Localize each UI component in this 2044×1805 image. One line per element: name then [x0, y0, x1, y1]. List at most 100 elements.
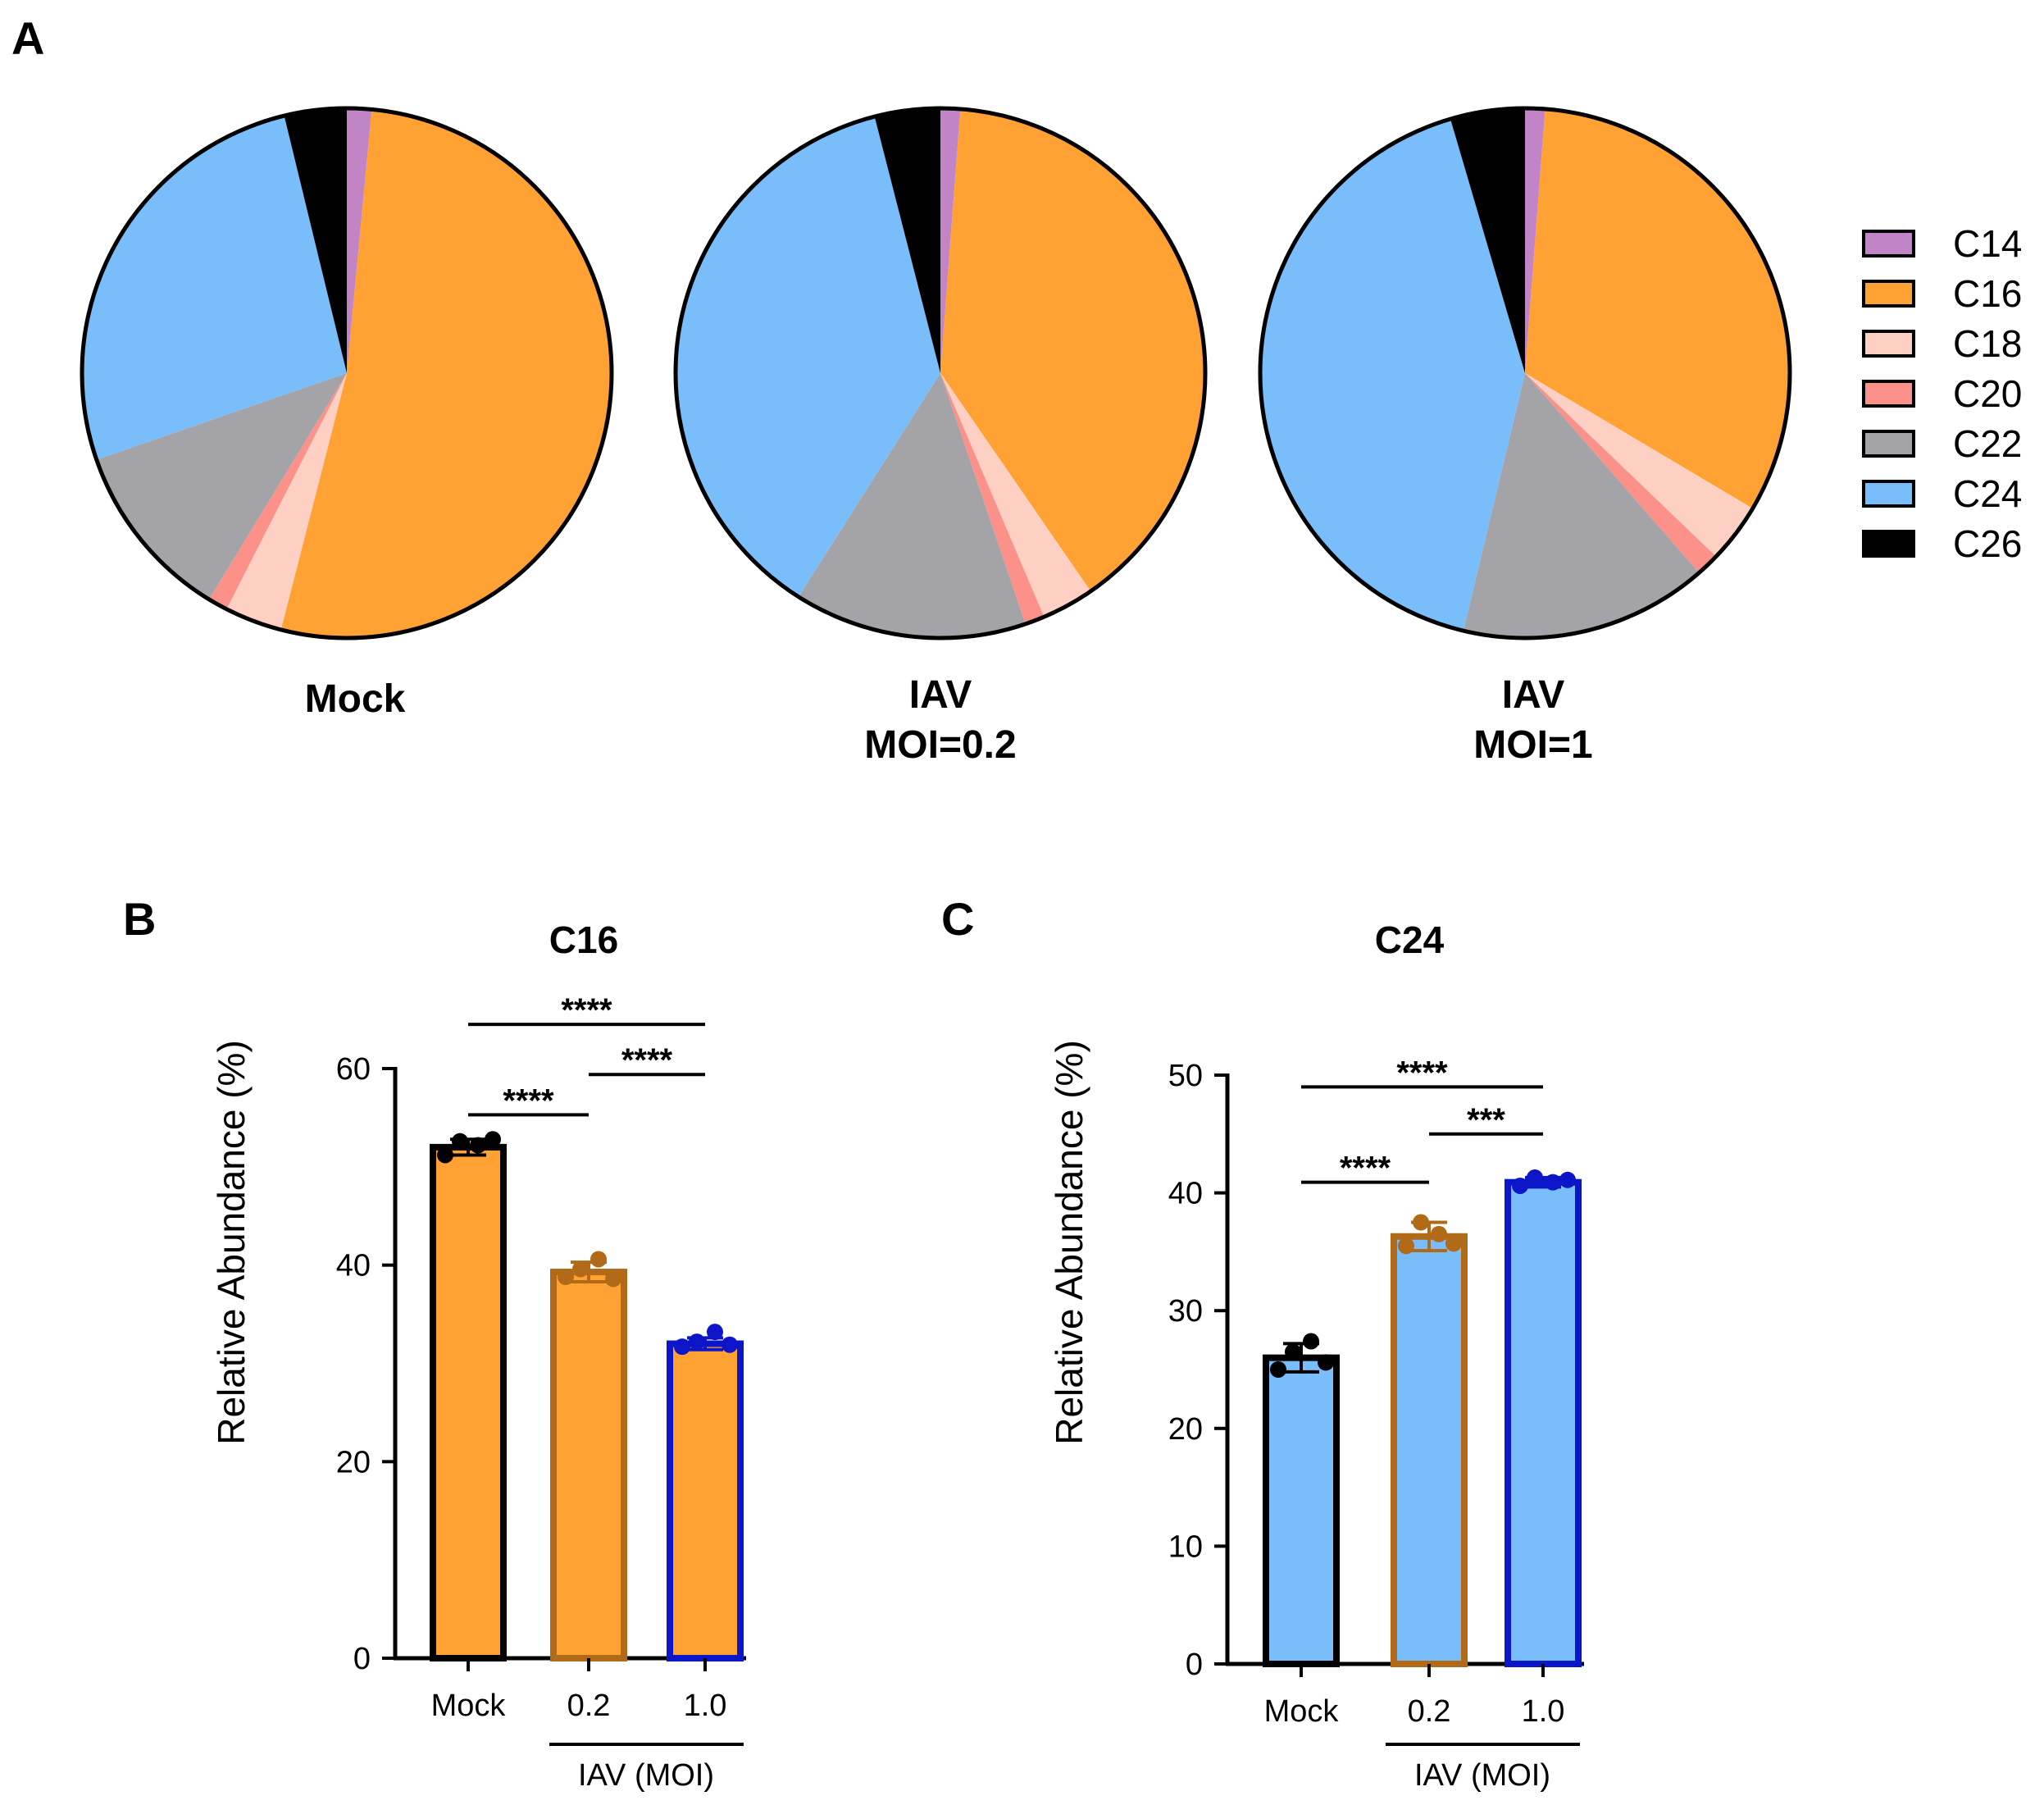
- legend-label-c26: C26: [1953, 522, 2022, 565]
- legend-swatch-c14: [1862, 230, 1915, 258]
- pie-3-slice-c14: [1525, 108, 1546, 373]
- chart-b-bar-2: [667, 1340, 744, 1661]
- legend-label-c22: C22: [1953, 422, 2022, 465]
- pie-2-label-line1: IAV: [909, 673, 972, 717]
- pie-3-slice-c16: [1525, 108, 1790, 509]
- chart-b-ytick-label-20: 20: [336, 1445, 371, 1479]
- chart-b-point-1-2: [590, 1251, 607, 1268]
- pie-3-outline: [1258, 106, 1792, 640]
- chart-c-title: C24: [1375, 918, 1445, 961]
- chart-b-point-0-2: [470, 1137, 486, 1154]
- chart-b-sig-label-2: ****: [561, 992, 612, 1028]
- legend-label-c18: C18: [1953, 322, 2022, 365]
- chart-c-ytick-label-30: 30: [1168, 1294, 1203, 1329]
- chart-b-sig-label-1: ****: [621, 1042, 673, 1078]
- chart-b-bar-1: [550, 1269, 627, 1662]
- panel-b-letter: B: [123, 893, 156, 945]
- pie-3-slice-c26: [1450, 108, 1525, 373]
- pie-1-slice-c24: [81, 116, 347, 460]
- pie-1-slice-c26: [284, 108, 347, 373]
- chart-b-ylabel: Relative Abundance (%): [210, 1040, 253, 1445]
- pie-3-label-line2: MOI=1: [1473, 723, 1592, 767]
- pie-1-slice-c14: [347, 108, 372, 373]
- chart-c-ylabel: Relative Abundance (%): [1048, 1040, 1090, 1445]
- chart-c-point-1-2: [1431, 1225, 1447, 1242]
- legend-swatch-c18: [1862, 330, 1915, 358]
- chart-c-ytick-label-20: 20: [1168, 1412, 1203, 1447]
- chart-c-xtick-label-2: 1.0: [1522, 1694, 1565, 1729]
- chart-c-point-1-3: [1445, 1235, 1462, 1252]
- pie-2-slice-c26: [874, 108, 940, 373]
- chart-b-xlabel: IAV (MOI): [578, 1758, 714, 1793]
- legend-swatch-c20: [1862, 380, 1915, 408]
- pie-1-slice-c16: [280, 109, 612, 638]
- chart-c-point-0-3: [1318, 1354, 1334, 1371]
- chart-c-xlabel: IAV (MOI): [1414, 1758, 1550, 1793]
- chart-b-bar-0: [430, 1143, 507, 1662]
- pie-2-slice-c20: [940, 373, 1045, 624]
- chart-c-point-0-2: [1303, 1333, 1319, 1350]
- panel-a-letter: A: [11, 12, 44, 64]
- pie-1-label: Mock: [305, 677, 406, 721]
- chart-b-point-0-1: [452, 1133, 468, 1150]
- chart-b-point-1-0: [558, 1269, 574, 1286]
- chart-b-point-0-3: [485, 1131, 501, 1148]
- chart-c-point-2-2: [1545, 1174, 1561, 1191]
- chart-b-title: C16: [549, 918, 618, 961]
- legend-swatch-c22: [1862, 430, 1915, 458]
- chart-c-sig-label-0: ****: [1340, 1151, 1391, 1187]
- chart-b-ytick-label-60: 60: [336, 1052, 371, 1087]
- pie-2-slice-c24: [676, 116, 940, 597]
- pie-3-slice-c22: [1463, 373, 1700, 639]
- chart-b-point-2-1: [689, 1333, 705, 1351]
- legend-label-c20: C20: [1953, 372, 2022, 415]
- pie-2-slice-c14: [940, 108, 961, 373]
- chart-c-xtick-label-0: Mock: [1264, 1694, 1340, 1729]
- legend-swatch-c26: [1862, 530, 1915, 558]
- legend-label-c24: C24: [1953, 472, 2022, 515]
- chart-b-xtick-label-1: 0.2: [567, 1689, 611, 1723]
- pie-2-slice-c16: [940, 108, 1205, 592]
- pie-1-outline: [80, 106, 614, 640]
- pie-3-label-line1: IAV: [1502, 673, 1564, 717]
- pie-1-slice-c20: [209, 373, 347, 609]
- chart-b-sig-label-0: ****: [503, 1083, 554, 1119]
- pie-legend: C14 C16 C18 C20 C22 C24 C26: [1862, 222, 2022, 565]
- pie-charts: [80, 106, 1792, 640]
- pie-1-slice-c22: [96, 373, 348, 599]
- panel-c-letter: C: [941, 893, 974, 945]
- chart-b-ytick-label-40: 40: [336, 1249, 371, 1283]
- pie-2-outline: [673, 106, 1208, 640]
- pie-2-slice-c22: [798, 373, 1026, 638]
- chart-c-bar-0: [1263, 1354, 1340, 1667]
- chart-b-point-2-2: [707, 1324, 723, 1341]
- pie-3-slice-c20: [1525, 373, 1717, 573]
- chart-c-bar-1: [1391, 1233, 1468, 1668]
- chart-c-ytick-label-40: 40: [1168, 1177, 1203, 1211]
- chart-c-point-1-1: [1413, 1214, 1429, 1231]
- chart-b-point-2-0: [674, 1338, 690, 1356]
- legend-label-c16: C16: [1953, 272, 2022, 315]
- chart-b-xtick-label-0: Mock: [431, 1689, 507, 1723]
- chart-c-point-1-0: [1398, 1238, 1414, 1255]
- chart-c-sig-label-1: ***: [1467, 1102, 1505, 1138]
- chart-c-point-0-1: [1285, 1343, 1301, 1361]
- pie-1-slice-c18: [226, 373, 347, 630]
- legend-label-c14: C14: [1953, 222, 2022, 265]
- chart-c-point-2-3: [1559, 1171, 1576, 1188]
- pie-2-slice-c18: [940, 373, 1091, 618]
- chart-c-ytick-label-10: 10: [1168, 1529, 1203, 1564]
- pie-3-slice-c24: [1259, 119, 1525, 631]
- chart-c-xtick-label-1: 0.2: [1408, 1694, 1451, 1729]
- chart-c-sig-label-2: ****: [1396, 1055, 1448, 1091]
- legend-swatch-c24: [1862, 480, 1915, 508]
- chart-c-point-0-0: [1270, 1361, 1286, 1378]
- chart-b-point-1-1: [572, 1260, 589, 1278]
- pie-3-slice-c18: [1525, 373, 1753, 557]
- chart-b-xtick-label-2: 1.0: [684, 1689, 727, 1723]
- chart-b-point-0-0: [437, 1146, 453, 1164]
- chart-b-point-2-3: [722, 1336, 738, 1353]
- chart-b-point-1-3: [605, 1270, 621, 1288]
